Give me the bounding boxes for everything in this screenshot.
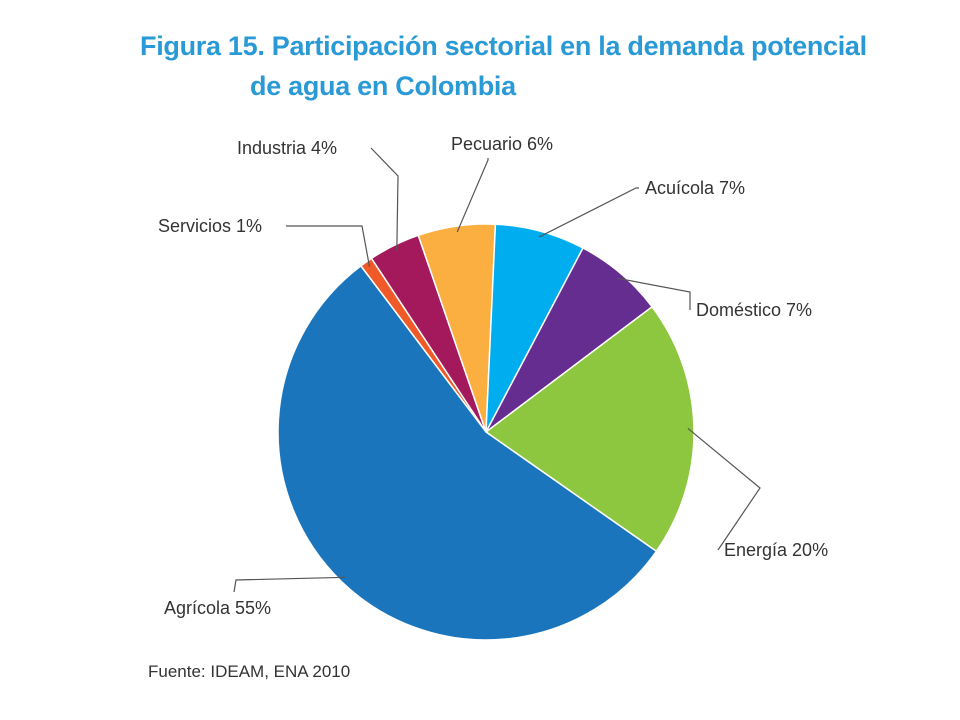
source-note: Fuente: IDEAM, ENA 2010: [148, 662, 351, 681]
leader-line: [616, 277, 691, 310]
leader-line: [370, 147, 399, 251]
chart-title-line2: de agua en Colombia: [250, 71, 516, 101]
slice-label: Acuícola 7%: [645, 178, 745, 198]
leader-line: [456, 158, 489, 233]
leader-line: [233, 576, 346, 593]
chart-title-line1: Figura 15. Participación sectorial en la…: [140, 31, 867, 61]
pie-slice-agricola: [277, 264, 658, 641]
slice-label: Servicios 1%: [158, 216, 262, 236]
leader-line: [687, 428, 761, 551]
slice-label: Pecuario 6%: [451, 134, 553, 154]
slice-label: Industria 4%: [237, 138, 337, 158]
slice-label: Energía 20%: [724, 540, 828, 560]
leader-line: [286, 225, 371, 268]
slice-label: Agrícola 55%: [164, 598, 271, 618]
pie-slice-energia: [484, 305, 695, 553]
chart-title: Figura 15. Participación sectorial en la…: [140, 26, 867, 106]
leader-line: [538, 187, 639, 238]
slice-label: Doméstico 7%: [696, 300, 812, 320]
